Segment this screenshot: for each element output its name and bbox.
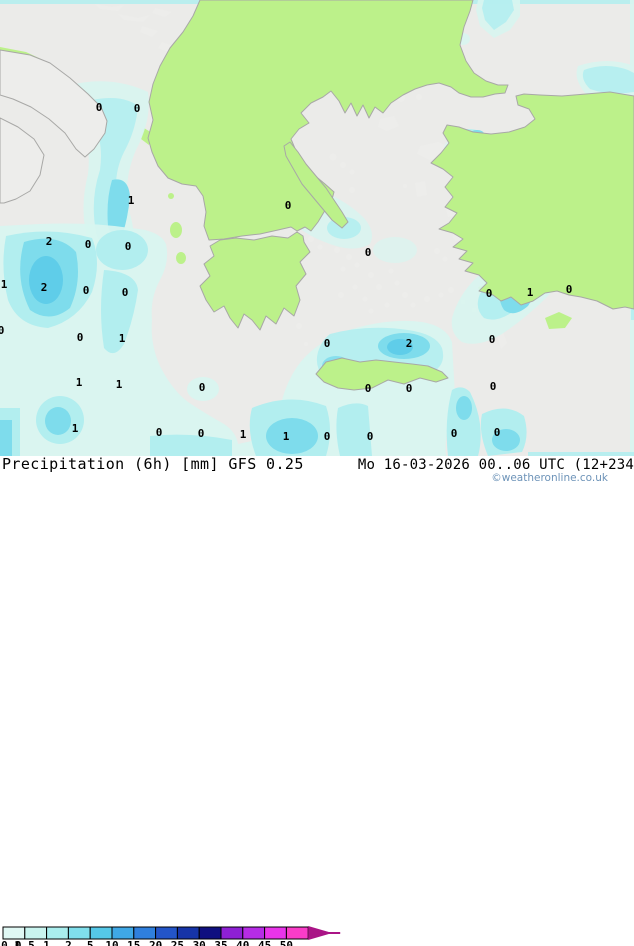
scale-cell [155,926,178,940]
precip-color-scale: 0.10.5 1 2 5 10 15 20 25 30 35 40 45 50 [1,926,341,946]
grid-value: 1 [119,332,126,345]
scale-label: 15 [127,939,140,946]
grid-value: 0 [451,427,458,440]
scale-label: 50 [280,939,293,946]
grid-value: 0 [125,240,132,253]
footer-bar: Precipitation (6h) [mm] GFS 0.25 Mo 16-0… [0,455,634,946]
grid-value: 0 [486,287,493,300]
scale-label: 30 [193,939,206,946]
precipitation-map[interactable]: 0 0 1 0 2 0 0 0 1 2 0 0 0 1 0 0 0 1 0 2 0 1 1 0 0 0 0 1 0 0 1 1 0 0 0 0 [0,0,634,456]
grid-value: 0 [489,333,496,346]
scale-cell [67,926,91,940]
scale-cell [242,926,266,940]
product-label: Precipitation (6h) [mm] GFS 0.25 [2,455,304,473]
grid-value: 2 [41,281,48,294]
grid-value: 0 [85,238,92,251]
grid-value: 1 [283,430,290,443]
scale-cell [111,926,135,940]
grid-value: 1 [116,378,123,391]
grid-value: 0 [490,380,497,393]
copyright-link[interactable]: ©weatheronline.co.uk [491,472,608,484]
scale-label: 35 [214,939,227,946]
scale-label: 25 [171,939,184,946]
grid-value: 1 [76,376,83,389]
datetime-label: Mo 16-03-2026 00..06 UTC (12+234 [357,457,634,473]
scale-label: 20 [149,939,162,946]
scale-label: 1 [43,939,50,946]
grid-value: 2 [406,337,413,350]
grid-value: 1 [1,278,8,291]
grid-value: 0 [324,337,331,350]
scale-cell [198,926,222,940]
grid-value: 1 [240,428,247,441]
grid-value: 1 [128,194,135,207]
grid-value: 0 [77,331,84,344]
grid-value: 2 [46,235,53,248]
grid-value: 0 [198,427,205,440]
grid-value: 0 [324,430,331,443]
scale-label: 2 [65,939,72,946]
grid-value: 0 [0,324,4,337]
grid-value: 0 [134,102,141,115]
grid-value: 0 [96,101,103,114]
grid-value: 0 [83,284,90,297]
scale-cell [220,926,244,940]
grid-values-layer: 0 0 1 0 2 0 0 0 1 2 0 0 0 1 0 0 0 1 0 2 0 1 1 0 0 0 0 1 0 0 1 1 0 0 0 0 [0,101,572,443]
precipitation-layer [0,0,634,456]
grid-value: 1 [527,286,534,299]
grid-value: 0 [365,246,372,259]
grid-value: 0 [406,382,413,395]
scale-arrow-tail [326,932,341,934]
grid-value: 1 [72,422,79,435]
grid-value: 0 [494,426,501,439]
scale-cell [285,926,309,940]
grid-value: 0 [367,430,374,443]
scale-cell [264,926,287,940]
grid-value: 0 [156,426,163,439]
scale-label: 0.5 [15,939,35,946]
scale-cell [89,926,113,940]
grid-value: 0 [122,286,129,299]
grid-value: 0 [365,382,372,395]
scale-label: 10 [105,939,118,946]
scale-cell [176,926,200,940]
scale-cell [133,926,157,940]
scale-cell [2,926,26,940]
scale-cell [24,926,48,940]
scale-label: 45 [258,939,271,946]
grid-value: 0 [199,381,206,394]
scale-cell [46,926,69,940]
scale-label: 40 [236,939,249,946]
scale-label: 5 [87,939,94,946]
grid-value: 0 [285,199,292,212]
grid-value: 0 [566,283,573,296]
